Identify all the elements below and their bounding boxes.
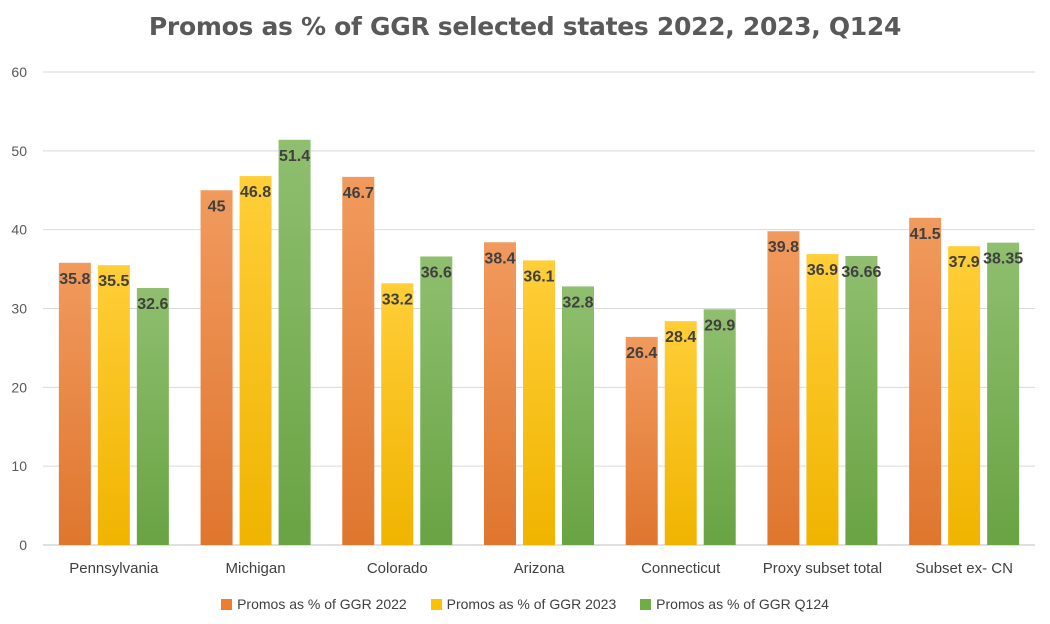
y-tick-label: 30 [11,301,27,317]
legend-swatch-q124 [640,598,652,610]
data-label: 45 [208,198,226,215]
legend-item-2023: Promos as % of GGR 2023 [430,596,617,612]
legend-label-q124: Promos as % of GGR Q124 [656,596,829,612]
bar [342,176,375,545]
data-label: 35.8 [59,271,90,288]
bar [523,260,555,545]
data-label: 36.1 [523,268,554,285]
bar [703,309,736,545]
data-label: 33.2 [382,291,413,308]
data-label: 26.4 [626,345,657,362]
bar [278,139,311,545]
y-tick-label: 20 [11,379,27,395]
y-axis-ticks: 0 10 20 30 40 50 60 [11,64,27,553]
legend-label-2023: Promos as % of GGR 2023 [446,596,617,612]
x-tick-label: Connecticut [641,560,721,577]
data-label: 28.4 [665,329,696,346]
x-tick-label: Proxy subset total [763,560,882,577]
bar [562,286,594,545]
x-tick-label: Michigan [226,560,286,577]
bar [97,265,130,545]
y-tick-label: 50 [11,143,27,159]
bar [948,246,981,545]
bar [381,283,414,545]
x-tick-label: Pennsylvania [69,560,159,577]
y-tick-label: 10 [11,458,27,474]
bar [806,254,839,546]
data-labels: 35.8 35.5 32.6 45 46.8 51.4 46.7 33.2 36.6 38.4 36… [59,148,1023,362]
y-tick-label: 0 [19,537,27,553]
legend-item-q124: Promos as % of GGR Q124 [640,596,829,612]
bar-chart: 0 10 20 30 40 50 60 Pennsylvania Michigan Colora… [11,64,1035,577]
bar [625,336,658,545]
data-label: 32.8 [562,294,593,311]
y-tick-label: 60 [11,64,27,80]
legend: Promos as % of GGR 2022 Promos as % of G… [0,596,1050,613]
data-label: 39.8 [768,239,799,256]
bar [58,262,91,545]
data-label: 36.66 [841,264,881,281]
legend-swatch-2022 [221,598,233,610]
data-label: 36.9 [807,262,838,279]
data-label: 35.5 [98,273,129,290]
bar [420,256,453,545]
y-tick-label: 40 [11,222,27,238]
chart-title: Promos as % of GGR selected states 2022,… [148,12,902,41]
data-label: 36.6 [421,264,452,281]
data-label: 41.5 [910,226,941,243]
bar [845,255,878,545]
data-label: 46.8 [240,184,271,201]
data-label: 51.4 [279,148,310,165]
data-label: 46.7 [343,185,374,202]
bar [484,242,516,545]
x-tick-label: Arizona [514,560,566,577]
bar [200,190,233,545]
legend-swatch-2023 [430,598,442,610]
bar [664,321,697,545]
x-axis-ticks: Pennsylvania Michigan Colorado Arizona Conne… [69,560,1013,577]
data-label: 38.4 [484,250,515,267]
data-label: 29.9 [704,317,735,334]
bar [136,288,169,545]
x-tick-label: Subset ex- CN [915,560,1013,577]
x-tick-label: Colorado [367,560,428,577]
legend-label-2022: Promos as % of GGR 2022 [237,596,407,612]
legend-item-2022: Promos as % of GGR 2022 [221,596,407,612]
bar [767,231,800,545]
bars [58,139,1020,546]
bar [239,176,272,545]
bar [909,217,942,545]
data-label: 32.6 [137,296,168,313]
data-label: 38.35 [983,251,1023,268]
bar [987,242,1020,545]
data-label: 37.9 [949,254,980,271]
